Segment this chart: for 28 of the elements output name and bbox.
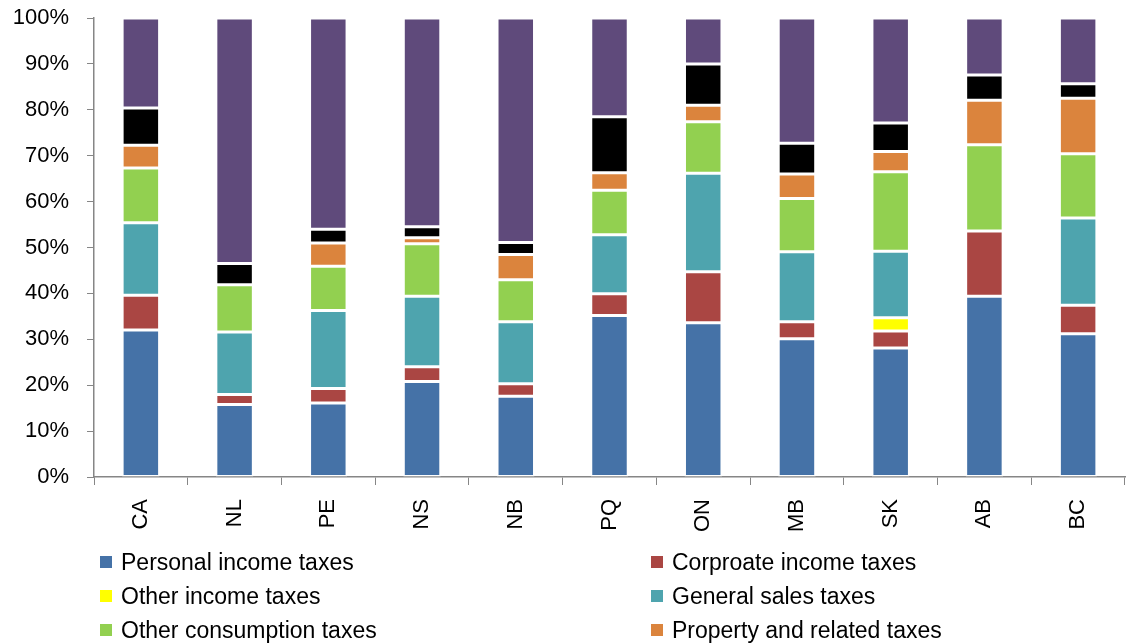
x-tick-label: SK [876, 498, 902, 529]
y-tick-label: 100% [12, 4, 69, 30]
y-tick-label: 50% [24, 233, 69, 259]
legend-label: Other consumption taxes [121, 616, 377, 644]
x-tick-label: NS [408, 499, 434, 530]
x-tick-label: PE [314, 499, 340, 529]
x-tick-label: BC [1064, 498, 1090, 530]
legend-label: Other income taxes [121, 582, 321, 610]
y-tick-label: 20% [24, 371, 69, 397]
x-tick-label: AB [970, 499, 996, 529]
y-tick-label: 90% [24, 49, 69, 75]
y-tick-label: 60% [24, 187, 69, 213]
y-tick-label: 0% [37, 463, 69, 489]
y-tick-label: 80% [24, 95, 69, 121]
x-tick-label: CA [126, 498, 152, 530]
y-tick-label: 30% [24, 325, 69, 351]
x-tick-label: MB [783, 499, 809, 532]
legend-label: Personal income taxes [121, 548, 354, 576]
y-tick-label: 40% [24, 279, 69, 305]
y-tick-label: 10% [24, 417, 69, 443]
y-tick-label: 70% [24, 141, 69, 167]
x-tick-label: NB [501, 499, 527, 530]
x-tick-label: PQ [595, 499, 621, 531]
x-tick-label: ON [689, 499, 715, 532]
legend-label: Property and related taxes [672, 616, 942, 644]
x-tick-label: NL [220, 499, 246, 528]
legend-label: General sales taxes [672, 582, 876, 610]
legend-label: Corproate income taxes [672, 548, 917, 576]
